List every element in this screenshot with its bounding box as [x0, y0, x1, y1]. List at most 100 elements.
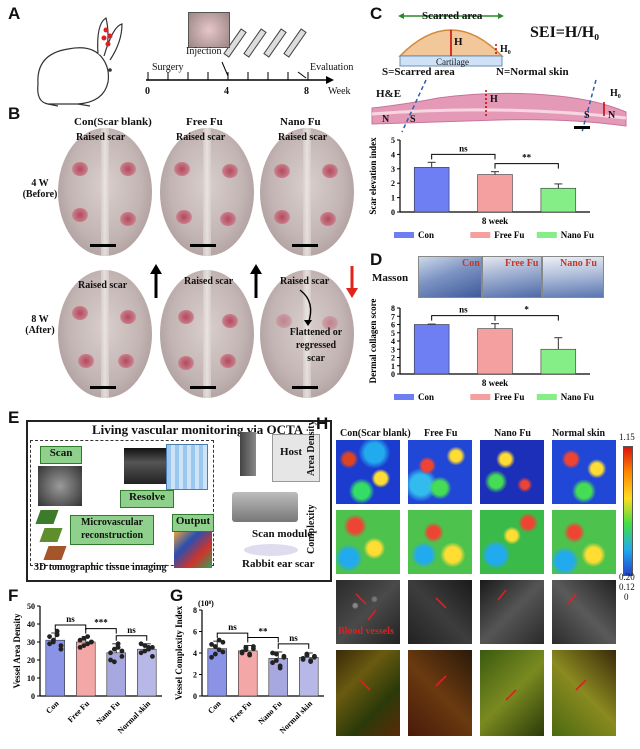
col-free: Free Fu [186, 116, 223, 128]
data-point [251, 646, 256, 652]
data-point [47, 641, 52, 647]
scale-bar [90, 386, 116, 389]
data-point [50, 637, 56, 643]
scan-module-label: Scan module [252, 528, 313, 540]
col-con: Con(Scar blank) [74, 116, 152, 128]
data-point [209, 654, 214, 660]
n-right: N [608, 110, 616, 121]
h-col-free: Free Fu [424, 428, 458, 439]
raised-scar-con-8w: Raised scar [78, 280, 128, 291]
significance-bracket [431, 315, 496, 321]
scarred-area-label: Scarred area [422, 10, 483, 22]
blood-vessels-label: Blood vessels [338, 626, 394, 637]
octa-gray-normal [552, 580, 616, 644]
colorbar [623, 446, 633, 576]
h-he: H [490, 94, 498, 105]
significance-bracket [277, 643, 310, 649]
colorbar-min: 0 [624, 592, 629, 602]
bar [477, 328, 513, 375]
panel-label-g: G [170, 586, 184, 605]
significance-label: ns [66, 614, 75, 624]
legend-swatch [536, 394, 557, 400]
h0-label: H₀ [500, 44, 511, 55]
legend-label: Nano Fu [561, 230, 594, 240]
s-right: S [584, 110, 590, 121]
y-tick-label: 20 [27, 656, 35, 665]
bar [413, 324, 450, 375]
heatmap-area-nano [480, 440, 544, 504]
data-point [119, 654, 125, 659]
masson-label: Masson [372, 272, 409, 284]
data-point [111, 646, 117, 652]
y-unit-label: (10⁸) [198, 599, 214, 608]
x-tick-label: Con [206, 699, 223, 716]
legend-label: Free Fu [494, 392, 524, 402]
colorbar-tick-b: 0.12 [619, 582, 635, 592]
legend-n: N=Normal skin [496, 66, 569, 78]
sei-formula: SEI=H/H₀ [530, 24, 600, 41]
x-axis-label: 8 week [482, 378, 508, 388]
photo-con-8w [58, 270, 152, 398]
y-tick-label: 0 [391, 208, 395, 217]
heatmap-area-free [408, 440, 472, 504]
raised-scar-nano-8w: Raised scar [280, 276, 330, 287]
data-point [138, 641, 144, 647]
data-point [54, 632, 60, 638]
rabbit-illustration [37, 17, 123, 107]
panel-label-c: C [370, 4, 383, 23]
output-box: Output [172, 514, 214, 532]
chart-vessel-area-density: 0 10 20 30 40 50 Vessel Area Density Con Free Fu… [12, 602, 162, 735]
output-images [174, 532, 212, 568]
panel-label-h: H [316, 414, 329, 433]
raised-scar-nano-4w: Raised scar [278, 132, 328, 143]
data-point [216, 637, 222, 643]
data-point [58, 643, 64, 648]
data-point [119, 648, 125, 654]
rabbit-ear-label: Rabbit ear scar [242, 558, 315, 570]
y-tick-label: 7 [391, 312, 395, 321]
masson-nano [542, 256, 604, 298]
y-tick-label: 0 [193, 692, 197, 701]
arrow-up-free [250, 264, 262, 298]
evaluation-label: Evaluation [310, 62, 354, 73]
timeline [146, 28, 334, 84]
y-tick-label: 5 [391, 329, 395, 338]
data-point [243, 647, 249, 653]
y-axis-label: Vessel Area Density [12, 613, 22, 688]
sei-schematic [398, 13, 504, 67]
bar [75, 641, 96, 697]
bar [477, 174, 513, 213]
scan-box: Scan [40, 446, 82, 464]
scale-bar [190, 244, 216, 247]
data-point [304, 652, 310, 658]
injection-label: Injection [186, 46, 222, 57]
octa-color-normal [552, 650, 616, 736]
legend-label: Nano Fu [561, 392, 594, 402]
photo-nano-8w [260, 270, 354, 398]
heatmap-complexity-con [336, 510, 400, 574]
y-tick-label: 2 [193, 671, 197, 680]
he-label: H&E [376, 88, 402, 100]
data-point [146, 646, 152, 652]
significance-bracket [494, 315, 559, 321]
x-axis-label: 8 week [482, 216, 508, 226]
heatmap-complexity-nano [480, 510, 544, 574]
significance-label: ** [259, 626, 269, 636]
y-tick-label: 3 [391, 345, 395, 354]
legend-swatch [470, 394, 491, 400]
heatmap-complexity-normal [552, 510, 616, 574]
raised-scar-free-8w: Raised scar [184, 276, 234, 287]
legend-swatch [470, 232, 491, 238]
significance-bracket [216, 632, 249, 639]
resolve-box: Resolve [120, 490, 174, 508]
significance-bracket [247, 636, 279, 643]
x-tick-label: Free Fu [66, 699, 92, 725]
data-point [308, 658, 314, 663]
y-axis-label: Dermal collagen score [368, 299, 378, 384]
legend-swatch [394, 232, 414, 238]
week-label: Week [328, 86, 351, 97]
data-point [77, 637, 83, 643]
significance-label: ns [289, 633, 298, 643]
row-4w: 4 W (Before) [22, 178, 58, 200]
